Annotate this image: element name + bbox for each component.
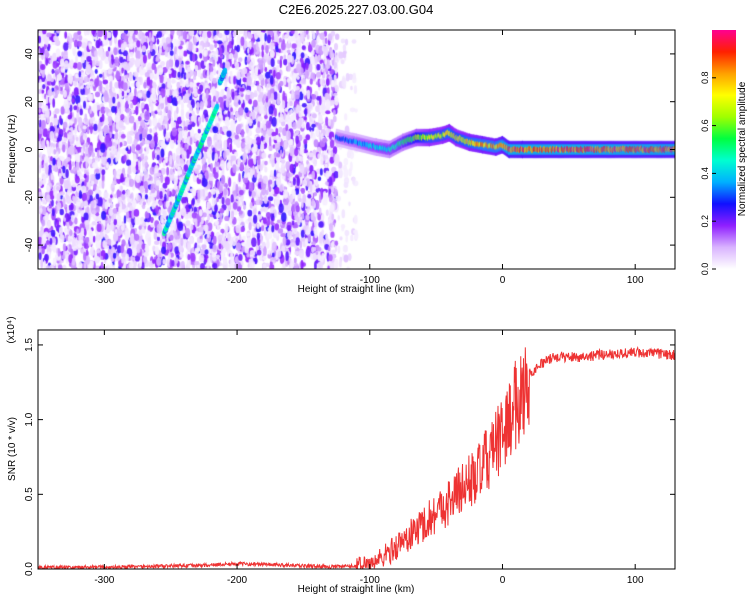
colorbar: 0.0 0.2 0.4 0.6 0.8 Normalized spectral ampl… [700, 30, 748, 275]
snr-plot-area [38, 330, 675, 569]
snr-x-tick-label: -300 [94, 575, 114, 586]
snr-panel: -300 -200 -100 0 100 0.0 0.5 1.0 1.5 (x10⁴) Hei… [6, 316, 676, 595]
spectrogram-y-ticks: -40 -20 0 20 40 [24, 48, 675, 252]
colorbar-tick-label: 0.0 [700, 263, 710, 276]
spectrogram-canvas-wrap [38, 30, 675, 269]
snr-y-axis-label: SNR (10 * v/v) [7, 417, 18, 481]
spectrogram-y-tick-label: 0 [24, 146, 35, 152]
spectrogram-x-ticks: -300 -200 -100 0 100 [94, 30, 644, 286]
figure-title: C2E6.2025.227.03.00.G04 [279, 2, 434, 17]
snr-frame [37, 329, 676, 570]
snr-x-tick-label: 0 [500, 575, 506, 586]
spectrogram-x-tick-label: -100 [360, 275, 380, 286]
spectrogram-y-tick-label: -20 [24, 190, 35, 205]
colorbar-ticks: 0.0 0.2 0.4 0.6 0.8 [700, 72, 716, 276]
spectrogram-x-tick-label: -300 [94, 275, 114, 286]
snr-y-tick-label: 0.5 [24, 487, 35, 501]
snr-y-ticks: 0.0 0.5 1.0 1.5 [24, 338, 675, 576]
spectrogram-y-tick-label: -40 [24, 237, 35, 252]
spectrogram-y-tick-label: 40 [24, 48, 35, 60]
spectrogram-x-tick-label: 100 [627, 275, 644, 286]
colorbar-tick-label: 0.4 [700, 167, 710, 180]
snr-x-axis-label: Height of straight line (km) [298, 584, 415, 595]
colorbar-tick-label: 0.8 [700, 72, 710, 85]
colorbar-tick-label: 0.2 [700, 215, 710, 228]
snr-x-tick-label: 100 [627, 575, 644, 586]
spectrogram-y-tick-label: 20 [24, 96, 35, 108]
spectrogram-heatmap [38, 30, 675, 269]
spectrogram-x-tick-label: 0 [500, 275, 506, 286]
snr-exponent-label: (x10⁴) [6, 316, 17, 343]
colorbar-tick-label: 0.6 [700, 119, 710, 132]
snr-x-ticks: -300 -200 -100 0 100 [94, 330, 644, 586]
colorbar-label: Normalized spectral amplitude [737, 81, 748, 216]
spectrogram-x-axis-label: Height of straight line (km) [298, 284, 415, 295]
snr-x-tick-label: -200 [227, 575, 247, 586]
snr-x-tick-label: -100 [360, 575, 380, 586]
snr-y-tick-label: 1.0 [24, 412, 35, 426]
snr-y-tick-label: 0.0 [24, 562, 35, 576]
colorbar-gradient [712, 30, 736, 269]
spectrogram-y-axis-label: Frequency (Hz) [7, 115, 18, 184]
snr-y-tick-label: 1.5 [24, 338, 35, 352]
spectrogram-x-tick-label: -200 [227, 275, 247, 286]
